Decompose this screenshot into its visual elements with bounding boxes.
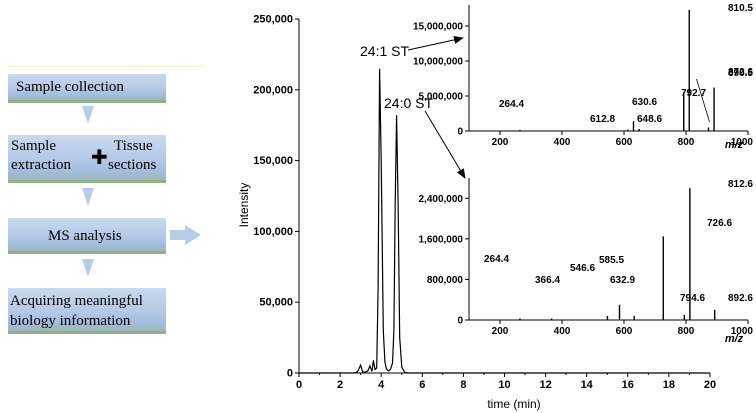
workflow-diagram: Sample collection Sample extraction Tiss…: [0, 0, 215, 413]
inset2-peak-label: 892.6: [728, 293, 753, 304]
pointer-arrow-24-0: [424, 110, 466, 179]
inset2-peak-label: 726.6: [707, 218, 732, 229]
inset1-y-tick-label: 15,000,000: [413, 22, 463, 33]
inset2-x-tick-label: 800: [678, 326, 695, 337]
main-x-tick-label: 18: [663, 379, 675, 391]
inset1-x-tick-label: 200: [492, 137, 509, 148]
main-x-tick-label: 20: [704, 379, 716, 391]
step-label-tissue: Tissue: [114, 138, 153, 154]
inset2-y-tick-label: 0: [457, 316, 463, 327]
chromatogram-trace: [299, 68, 710, 374]
main-x-tick-label: 4: [378, 379, 385, 391]
step-label: Sample collection: [16, 79, 124, 95]
inset1-peak-label: 612.8: [590, 114, 615, 125]
step-label-line1: Acquiring meaningful: [10, 293, 143, 309]
inset1-x-tick-label: 600: [616, 137, 633, 148]
main-x-tick-label: 2: [337, 379, 343, 391]
inset2-x-tick-label: 600: [616, 326, 633, 337]
step-label: MS analysis: [48, 228, 122, 244]
main-x-tick-label: 0: [296, 379, 302, 391]
inset1-x-axis-label: m/z: [725, 139, 744, 151]
inset2-peak-label: 546.6: [570, 263, 595, 274]
main-x-tick-label: 14: [581, 379, 594, 391]
plus-icon: ✚: [91, 145, 108, 169]
step-sample-collection: Sample collection: [8, 74, 166, 103]
step-ms-analysis: MS analysis: [8, 218, 166, 254]
main-y-tick-label: 150,000: [253, 155, 293, 167]
inset2-peak-label: 585.5: [599, 255, 624, 266]
right-arrow-shaft: [170, 230, 185, 240]
inset2-x-tick-label: 200: [492, 326, 509, 337]
inset1-y-tick-label: 10,000,000: [413, 57, 463, 68]
inset2-y-tick-label: 800,000: [427, 275, 464, 286]
inset2-peak-label: 794.6: [680, 293, 705, 304]
main-y-tick-label: 50,000: [259, 297, 293, 309]
main-x-axis-label: time (min): [487, 397, 540, 411]
inset1-y-tick-label: 5,000,000: [419, 92, 464, 103]
divider: [8, 66, 203, 67]
inset2-peak-label: 264.4: [484, 254, 509, 265]
step-label-extraction: extraction: [11, 157, 71, 173]
main-y-tick-label: 0: [287, 368, 293, 380]
inset2-peak-label: 812.6: [728, 179, 753, 190]
inset1-label-leader: [696, 78, 710, 123]
main-x-tick-label: 8: [460, 379, 466, 391]
inset1-peak-label: 810.5: [728, 3, 753, 14]
peak-annotation-24-1: 24:1 ST: [360, 43, 409, 59]
main-y-tick-label: 200,000: [253, 84, 293, 96]
step-acquiring-information: Acquiring meaningful biology information: [8, 288, 166, 334]
step-label-line2: biology information: [10, 313, 131, 329]
inset2-y-tick-label: 1,600,000: [419, 234, 464, 245]
inset2-x-tick-label: 1000: [731, 326, 754, 337]
inset1-peak-label: 648.6: [637, 114, 662, 125]
inset1-x-tick-label: 400: [554, 137, 571, 148]
inset1-y-tick-label: 0: [457, 127, 463, 138]
down-arrow-icon: [82, 259, 94, 277]
main-x-tick-label: 6: [419, 379, 425, 391]
main-y-axis-label: Intensity: [237, 183, 251, 228]
inset2-peak-label: 366.4: [535, 275, 560, 286]
inset2-x-tick-label: 400: [554, 326, 571, 337]
inset1-peak-label: 872.6: [728, 67, 753, 78]
inset1-x-tick-label: 800: [678, 137, 695, 148]
right-arrow-icon: [185, 225, 201, 245]
main-x-tick-label: 12: [539, 379, 551, 391]
main-x-tick-label: 10: [498, 379, 510, 391]
main-y-tick-label: 250,000: [253, 14, 293, 26]
down-arrow-icon: [82, 188, 94, 206]
step-label-sections: sections: [108, 157, 157, 173]
inset2-peak-label: 632.9: [610, 275, 635, 286]
inset1-peak-label: 264.4: [499, 99, 524, 110]
main-y-tick-label: 100,000: [253, 226, 293, 238]
step-extraction-tissue: Sample extraction Tissue sections ✚: [8, 135, 166, 183]
down-arrow-icon: [82, 106, 94, 124]
inset1-peak-label: 792.7: [681, 88, 706, 99]
inset2-y-tick-label: 2,400,000: [419, 194, 464, 205]
peak-annotation-24-0: 24:0 ST: [384, 95, 433, 111]
inset1-x-tick-label: 1000: [731, 137, 754, 148]
inset1-peak-label: 630.6: [632, 97, 657, 108]
step-label-sample: Sample: [11, 138, 56, 154]
inset2-x-axis-label: m/z: [725, 333, 744, 345]
inset1-peak-label: 890.5: [728, 68, 753, 79]
main-x-tick-label: 16: [622, 379, 634, 391]
pointer-arrow-24-1: [407, 36, 464, 51]
